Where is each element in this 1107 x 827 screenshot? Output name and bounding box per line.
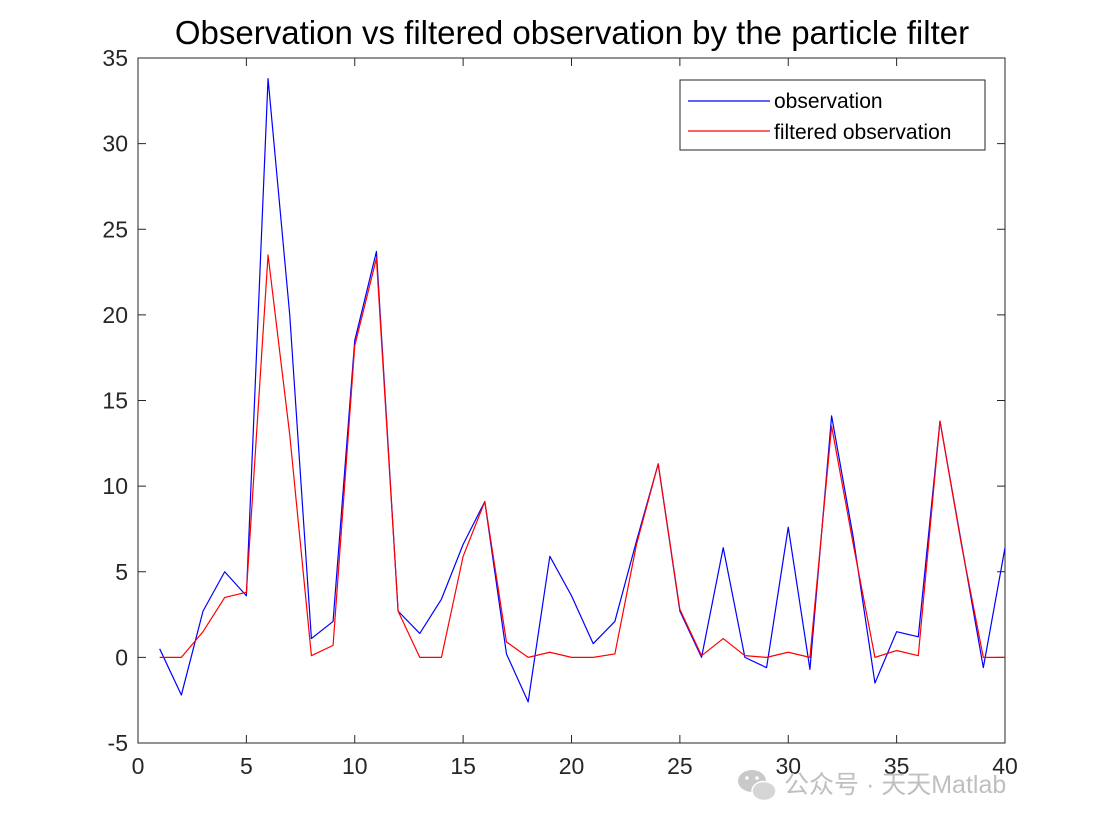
series-layer [159,77,1006,703]
y-tick-label: 25 [102,216,128,242]
x-tick-label: 0 [132,753,145,779]
y-tick-label: 20 [102,302,128,328]
y-tick-label: 0 [115,644,128,670]
legend-box [679,79,986,151]
legend-label-observation: observation [774,90,883,113]
x-tick-label: 15 [450,753,476,779]
y-tick-label: 5 [115,559,128,585]
legend: observation filtered observation [679,79,986,151]
y-tick-label: 30 [102,131,128,157]
watermark: 公众号 · 天天Matlab [738,770,1006,802]
x-tick-label: 35 [884,753,910,779]
y-tick-label: 10 [102,473,128,499]
y-tick-label: 35 [102,45,128,71]
y-tick-label: -5 [108,730,128,756]
x-tick-label: 5 [240,753,253,779]
series-line-observation [159,77,1006,703]
series-line-filtered-observation [159,254,1005,658]
x-tick-label: 30 [775,753,801,779]
plot-area [137,57,1006,744]
wechat-icon [738,770,777,802]
watermark-text: 公众号 · 天天Matlab [784,771,1006,799]
legend-label-filtered-observation: filtered observation [774,121,951,144]
x-tick-label: 10 [342,753,368,779]
x-tick-label: 40 [992,753,1018,779]
y-axis: -5 0 5 10 15 20 25 30 35 [102,45,1005,756]
x-tick-label: 25 [667,753,693,779]
x-axis: 0 5 10 15 20 25 30 35 40 [132,58,1018,779]
x-tick-label: 20 [559,753,585,779]
chart-title: Observation vs filtered observation by t… [175,14,969,51]
y-tick-label: 15 [102,388,128,414]
